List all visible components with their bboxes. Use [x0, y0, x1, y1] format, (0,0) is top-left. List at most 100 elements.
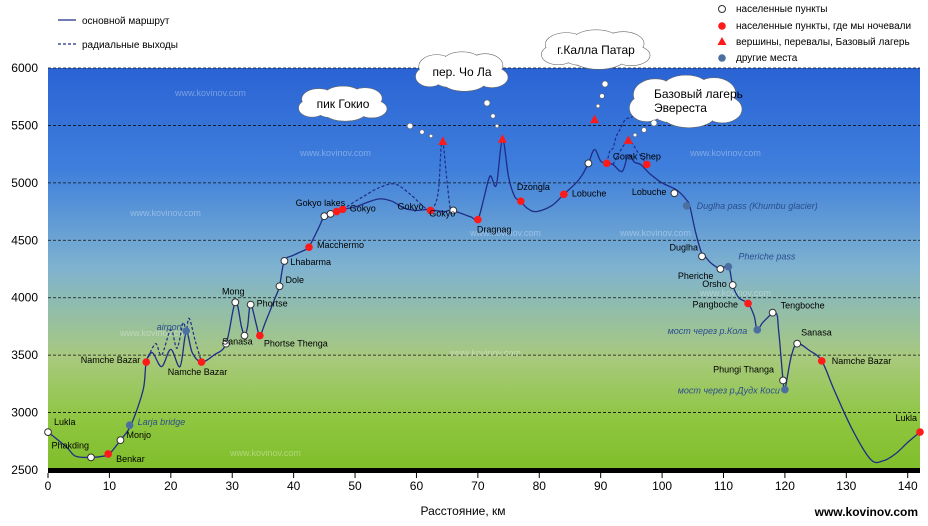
callout-bubble: пер. Чо Ла: [415, 51, 509, 129]
legend-peaks-passes: вершины, перевалы, Базовый лагерь: [736, 37, 910, 48]
cloud-dot: [641, 127, 647, 133]
other-place-marker: [182, 327, 190, 335]
cloud-dot: [601, 80, 609, 88]
cloud-dot: [632, 132, 638, 138]
peak-marker: [438, 136, 448, 146]
overnight-marker: [256, 331, 264, 340]
x-tick-label: 10: [103, 479, 117, 493]
y-tick-label: 4500: [11, 233, 38, 247]
village-marker: [240, 331, 249, 340]
watermark-text: www.kovinov.com: [129, 208, 201, 218]
overnight-marker: [560, 190, 568, 199]
x-axis-label: Расстояние, км: [421, 504, 506, 518]
village-marker: [231, 298, 240, 307]
village-marker: [793, 339, 802, 348]
legend-red-circle-icon: [718, 22, 726, 30]
x-tick-label: 40: [287, 479, 301, 493]
legend-overnight-villages: населенные пункты, где мы ночевали: [736, 21, 911, 32]
peak-marker: [623, 135, 633, 144]
point-label: мост через р.Кола: [668, 326, 748, 336]
callout-bubble: пик Гокио: [298, 85, 433, 139]
village-marker: [768, 308, 777, 317]
point-label: Sanasa: [222, 337, 253, 347]
cloud-dot: [650, 119, 658, 127]
legend-radial-routes: радиальные выходы: [82, 40, 178, 51]
overnight-marker: [197, 358, 206, 366]
x-tick-label: 120: [775, 479, 795, 493]
x-axis-bar: [48, 468, 920, 473]
point-label: Larja bridge: [138, 417, 186, 427]
village-marker: [584, 159, 593, 168]
cloud-fill: [442, 52, 482, 72]
watermark-text: www.kovinov.com: [119, 328, 191, 338]
point-label: Duglha: [669, 242, 698, 252]
overnight-marker: [916, 428, 924, 436]
point-label: Dzongla: [517, 182, 550, 192]
point-label: Phungi Thanga: [713, 364, 774, 374]
cloud-dot: [494, 124, 499, 129]
cloud-dot: [490, 113, 496, 119]
radial-route-airport: [145, 317, 203, 363]
x-tick-label: 130: [836, 479, 856, 493]
point-label: Benkar: [116, 454, 145, 464]
y-axis: 2500 3000 3500 4000 4500 5000 5500 6000: [11, 61, 38, 477]
y-tick-label: 3500: [11, 348, 38, 362]
cloud-dot: [428, 134, 433, 139]
y-tick-label: 4000: [11, 291, 38, 305]
point-label: Duglha pass (Khumbu glacier): [697, 201, 818, 211]
overnight-marker: [817, 357, 826, 365]
overnight-marker: [305, 243, 313, 251]
point-label: Pheriche pass: [738, 252, 796, 262]
cloud-fill: [541, 44, 575, 65]
village-marker: [44, 428, 52, 436]
point-label: Gokyo: [429, 208, 455, 218]
y-tick-label: 6000: [11, 61, 38, 75]
y-tick-label: 5500: [11, 118, 38, 132]
cloud-fill: [629, 94, 664, 122]
callout-text-line: Базовый лагерь: [654, 87, 743, 101]
point-label: Lobuche: [632, 187, 667, 197]
cloud-fill: [324, 86, 362, 104]
other-place-marker: [682, 202, 691, 210]
point-label: Lhabarma: [290, 257, 331, 267]
legend-right: населенные пункты населенные пункты, где…: [717, 4, 911, 64]
site-label: www.kovinov.com: [814, 505, 918, 519]
plot-background: [48, 68, 920, 470]
village-marker: [449, 206, 458, 215]
other-place-marker: [753, 326, 762, 334]
peak-marker: [497, 134, 507, 143]
legend-other-places: другие места: [736, 53, 798, 64]
x-tick-label: 80: [533, 479, 547, 493]
village-marker: [728, 281, 737, 289]
watermark-text: www.kovinov.com: [699, 288, 771, 298]
cloud-dot: [595, 103, 601, 109]
callout-bubble: г.Калла Патар: [541, 29, 651, 109]
village-marker: [275, 282, 284, 291]
point-label: Gokyo lakes: [296, 198, 346, 208]
cloud-fill: [663, 103, 715, 128]
point-label: Gokyo: [398, 201, 424, 211]
overnight-marker: [603, 159, 611, 168]
x-tick-label: 50: [348, 479, 362, 493]
cloud-fill: [299, 99, 326, 117]
point-label: Tengboche: [781, 301, 825, 311]
x-tick-label: 60: [410, 479, 424, 493]
x-tick-label: 20: [164, 479, 178, 493]
overnight-marker: [426, 206, 435, 215]
village-marker: [698, 252, 706, 261]
callout-text-line: Эвереста: [654, 101, 707, 115]
point-label: Pheriche: [678, 271, 714, 281]
callout-text: пик Гокио: [317, 97, 370, 111]
x-tick-label: 100: [652, 479, 672, 493]
cloud-fill: [574, 51, 624, 69]
other-place-marker: [724, 262, 733, 271]
village-marker: [246, 300, 255, 309]
point-label: Namche Bazar: [168, 367, 228, 377]
cloud-fill: [443, 73, 486, 91]
point-label: Phortse Thenga: [264, 339, 328, 349]
cloud-fill: [573, 30, 619, 50]
point-label: Lukla: [895, 413, 917, 423]
village-marker: [116, 436, 125, 445]
point-labels: Lukla Phakding Benkar Monjo Larja bridge Namc…: [51, 151, 917, 464]
